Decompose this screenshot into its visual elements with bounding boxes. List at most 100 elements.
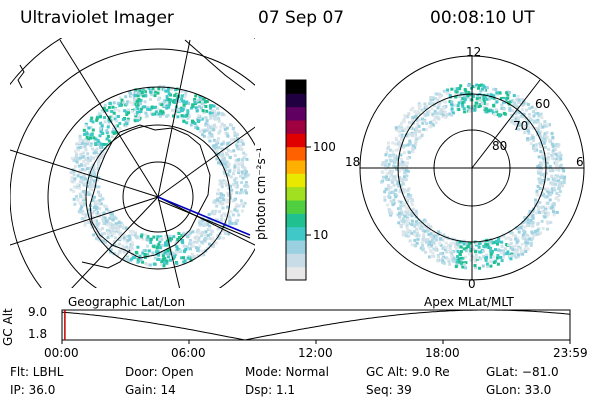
aurora-pixel [191, 252, 194, 256]
aurora-pixel [187, 114, 191, 118]
aurora-pixel [547, 193, 551, 197]
aurora-pixel [105, 229, 109, 233]
aurora-pixel [392, 161, 396, 164]
aurora-pixel [394, 178, 398, 182]
aurora-pixel [110, 109, 114, 113]
aurora-pixel [81, 155, 85, 159]
aurora-pixel [89, 156, 93, 159]
aurora-pixel [223, 162, 227, 166]
aurora-pixel [536, 184, 540, 188]
aurora-pixel [125, 102, 129, 106]
aurora-pixel [199, 116, 203, 120]
aurora-pixel [83, 145, 87, 149]
aurora-pixel [401, 180, 405, 184]
aurora-pixel [537, 114, 541, 118]
colorbar-segment [286, 226, 306, 241]
aurora-pixel [168, 258, 172, 262]
aurora-pixel [415, 241, 419, 245]
colorbar-segment [286, 200, 306, 214]
aurora-pixel [459, 99, 463, 103]
aurora-pixel [492, 96, 496, 100]
aurora-pixel [497, 237, 501, 241]
aurora-pixel [397, 130, 401, 134]
aurora-pixel [448, 246, 452, 249]
colorbar-unit-label: photon cm⁻²s⁻¹ [254, 147, 268, 240]
aurora-pixel [536, 222, 540, 226]
aurora-pixel [530, 134, 534, 138]
aurora-pixel [208, 139, 212, 143]
aurora-pixel [158, 237, 162, 241]
aurora-pixel [240, 199, 243, 203]
aurora-pixel [457, 243, 461, 247]
aurora-pixel [217, 111, 221, 115]
aurora-pixel [445, 113, 449, 116]
aurora-pixel [144, 111, 148, 115]
aurora-pixel [87, 137, 91, 141]
aurora-pixel [79, 152, 83, 156]
aurora-pixel [210, 212, 214, 216]
aurora-pixel [404, 197, 408, 201]
aurora-pixel [97, 163, 101, 166]
aurora-pixel [98, 207, 102, 211]
aurora-pixel [433, 104, 437, 107]
aurora-pixel [513, 253, 517, 257]
aurora-pixel [437, 230, 441, 234]
aurora-pixel [425, 122, 429, 126]
aurora-pixel [398, 215, 402, 219]
aurora-pixel [535, 229, 539, 233]
aurora-pixel [213, 149, 217, 153]
aurora-pixel [551, 208, 555, 212]
aurora-pixel [213, 123, 216, 127]
aurora-pixel [196, 248, 200, 252]
aurora-pixel [428, 255, 432, 259]
aurora-pixel [214, 125, 218, 129]
aurora-pixel [464, 266, 468, 270]
aurora-pixel [112, 225, 116, 229]
aurora-pixel [522, 125, 526, 129]
aurora-pixel [139, 258, 143, 262]
aurora-pixel [406, 229, 410, 233]
aurora-pixel [204, 122, 208, 126]
aurora-pixel [400, 177, 404, 181]
aurora-pixel [522, 112, 526, 116]
altitude-ytick-min: 1.8 [28, 327, 48, 341]
aurora-pixel [458, 253, 462, 257]
aurora-pixel [212, 144, 216, 148]
aurora-pixel [540, 163, 544, 167]
aurora-pixel [224, 174, 228, 178]
aurora-pixel [168, 248, 172, 252]
aurora-pixel [385, 159, 388, 163]
aurora-pixel [137, 113, 141, 117]
aurora-pixel [485, 102, 489, 106]
aurora-pixel [156, 245, 160, 249]
aurora-pixel [546, 152, 550, 156]
aurora-pixel [487, 246, 491, 249]
aurora-pixel [515, 251, 518, 254]
aurora-pixel [547, 212, 550, 216]
aurora-pixel [217, 146, 221, 149]
aurora-pixel [462, 242, 466, 246]
right-panel-caption: Apex MLat/MLT [424, 295, 514, 309]
aurora-pixel [555, 210, 559, 214]
aurora-pixel [227, 232, 231, 236]
aurora-pixel [413, 238, 417, 242]
aurora-pixel [441, 246, 445, 250]
aurora-pixel [120, 98, 124, 102]
aurora-pixel [115, 223, 119, 227]
aurora-pixel [91, 120, 95, 124]
aurora-pixel [554, 152, 558, 156]
aurora-pixel [157, 242, 161, 246]
aurora-pixel [541, 182, 545, 186]
colorbar-segment [286, 160, 306, 174]
aurora-pixel [79, 175, 83, 179]
aurora-pixel [224, 168, 228, 172]
aurora-pixel [395, 160, 398, 164]
aurora-pixel [512, 94, 516, 98]
aurora-pixel [166, 249, 170, 253]
aurora-pixel [187, 231, 191, 235]
aurora-pixel [542, 160, 546, 164]
aurora-pixel [419, 246, 423, 250]
aurora-pixel [427, 223, 430, 226]
aurora-pixel [478, 250, 482, 254]
aurora-pixel [539, 231, 543, 235]
